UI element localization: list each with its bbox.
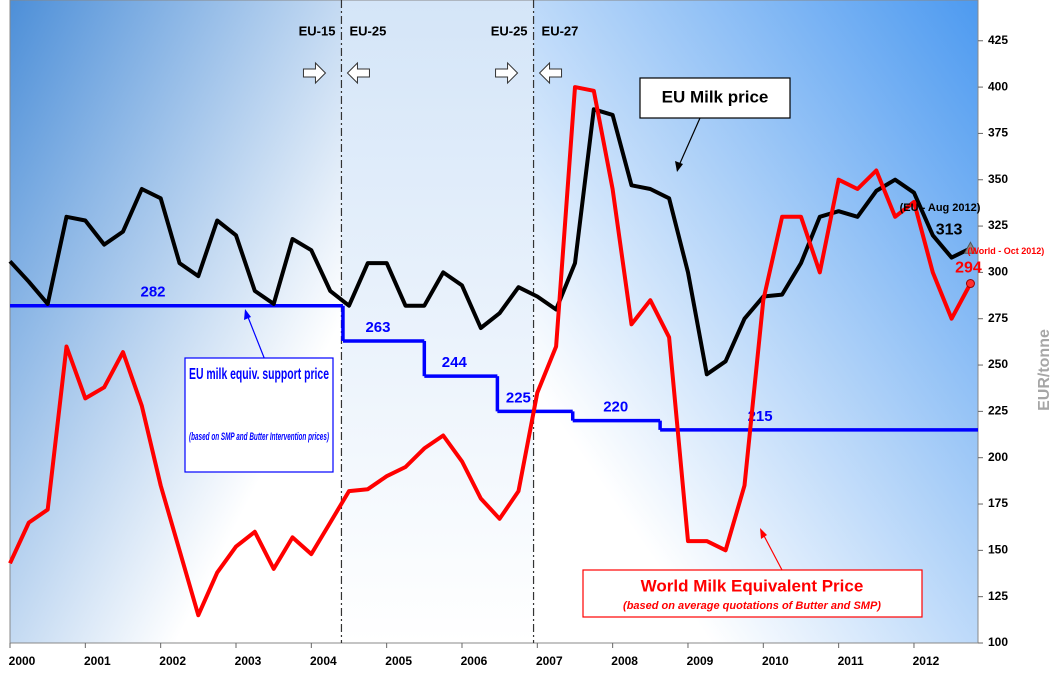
x-tick-label: 2007 bbox=[536, 654, 563, 668]
support-value-label: 282 bbox=[140, 284, 165, 301]
annotation-arrow bbox=[245, 311, 266, 361]
y-tick-label: 175 bbox=[988, 496, 1008, 510]
label-box bbox=[582, 569, 923, 618]
y-tick-label: 425 bbox=[988, 33, 1008, 47]
label-box bbox=[639, 77, 791, 119]
y-tick-label: 200 bbox=[988, 450, 1008, 464]
series-note: (based on average quotations of Butter a… bbox=[623, 600, 881, 612]
y-tick-label: 350 bbox=[988, 172, 1008, 186]
x-tick-label: 2000 bbox=[9, 654, 36, 668]
x-tick-label: 2003 bbox=[235, 654, 262, 668]
event-arrow bbox=[302, 61, 327, 85]
y-tick-label: 325 bbox=[988, 218, 1008, 232]
y-tick-label: 375 bbox=[988, 126, 1008, 140]
series-line bbox=[8, 85, 973, 618]
x-tick-label: 2001 bbox=[84, 654, 111, 668]
x-tick-label: 2011 bbox=[838, 654, 864, 668]
end-marker bbox=[963, 241, 978, 254]
end-value-label: 313 bbox=[936, 222, 963, 239]
event-label: EU-27 bbox=[542, 23, 579, 38]
arrow-head bbox=[760, 528, 767, 539]
end-note: (World - Oct 2012) bbox=[967, 246, 1044, 256]
plot-border bbox=[9, 0, 979, 644]
x-tick-label: 2009 bbox=[687, 654, 714, 668]
x-tick-label: 2010 bbox=[762, 654, 789, 668]
y-tick-label: 100 bbox=[988, 635, 1008, 649]
support-value-label: 263 bbox=[365, 319, 390, 336]
y-tick-label: 225 bbox=[988, 404, 1008, 418]
support-value-label: 220 bbox=[603, 399, 628, 416]
y-tick-label: 275 bbox=[988, 311, 1008, 325]
y-axis-label: EUR/tonne bbox=[1036, 329, 1053, 411]
bg-left bbox=[10, 0, 342, 643]
y-tick-label: 300 bbox=[988, 265, 1008, 279]
event-label: EU-25 bbox=[349, 23, 386, 38]
x-tick-label: 2008 bbox=[611, 654, 638, 668]
y-tick-label: 400 bbox=[988, 79, 1008, 93]
event-label: EU-15 bbox=[299, 23, 336, 38]
arrow-head bbox=[675, 161, 683, 172]
support-value-label: 225 bbox=[506, 389, 531, 406]
y-tick-label: 250 bbox=[988, 357, 1008, 371]
y-tick-label: 150 bbox=[988, 543, 1008, 557]
series-name: EU Milk price bbox=[662, 87, 769, 106]
support-name: EU milk equiv. support price bbox=[189, 366, 329, 383]
annotation-arrow bbox=[676, 117, 701, 171]
event-label: EU-25 bbox=[491, 23, 528, 38]
label-box bbox=[184, 357, 334, 473]
arrow-head bbox=[244, 309, 251, 320]
plot-background bbox=[9, 0, 979, 644]
event-arrow bbox=[538, 61, 563, 85]
bg-mid bbox=[341, 0, 534, 643]
support-value-label: 244 bbox=[442, 354, 468, 371]
annotation-arrow bbox=[761, 531, 783, 571]
x-tick-label: 2006 bbox=[461, 654, 488, 668]
end-value-label: 294 bbox=[955, 260, 982, 277]
support-note: (based on SMP and Butter Intervention pr… bbox=[189, 431, 329, 443]
series-name: World Milk Equivalent Price bbox=[641, 576, 864, 595]
x-tick-label: 2004 bbox=[310, 654, 337, 668]
x-tick-label: 2012 bbox=[913, 654, 940, 668]
event-arrow bbox=[346, 61, 370, 85]
event-arrow bbox=[495, 61, 519, 85]
end-marker bbox=[965, 279, 975, 289]
y-tick-label: 125 bbox=[988, 589, 1008, 603]
x-tick-label: 2002 bbox=[159, 654, 186, 668]
x-tick-label: 2005 bbox=[385, 654, 412, 668]
plot: 100 125 150 175 200 225 250 275 300 325 350 375 400 4… bbox=[8, 0, 1053, 668]
end-note: (EU - Aug 2012) bbox=[900, 202, 981, 214]
